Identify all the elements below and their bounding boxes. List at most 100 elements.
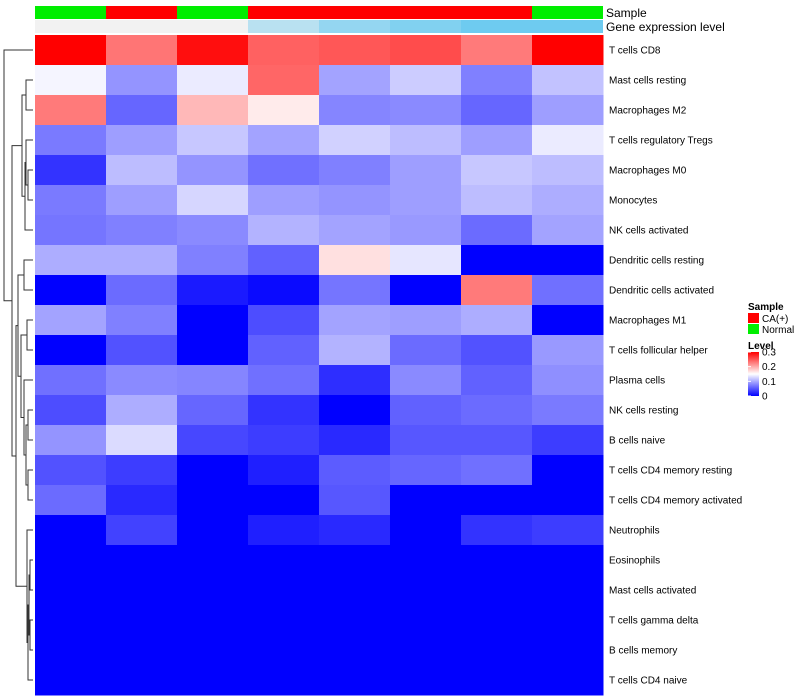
heatmap-cell — [390, 665, 462, 696]
row-label: NK cells resting — [609, 406, 678, 417]
heatmap-cell — [390, 185, 462, 216]
heatmap-cell — [35, 305, 107, 336]
dendrogram-branch — [29, 619, 33, 651]
heatmap-cell — [461, 95, 533, 126]
heatmap-cell — [390, 305, 462, 336]
row-label: Macrophages M2 — [609, 106, 687, 117]
legend-level-title: Level — [748, 341, 774, 352]
row-label: T cells CD4 memory activated — [609, 496, 742, 507]
dendrogram-branch — [29, 559, 33, 591]
heatmap-cell — [177, 635, 249, 666]
row-label: B cells memory — [609, 646, 677, 657]
row-label: B cells naive — [609, 436, 666, 447]
heatmap-cell — [319, 215, 391, 246]
heatmap-cell — [35, 155, 107, 186]
heatmap-cell — [106, 155, 178, 186]
heatmap-cell — [248, 605, 320, 636]
heatmap-cell — [35, 455, 107, 486]
sample-track-label: Sample — [606, 6, 647, 20]
heatmap-cell — [248, 95, 320, 126]
legend-tick-label: 0 — [762, 392, 768, 403]
sample-annotation-cell — [248, 6, 319, 19]
heatmap-cell — [177, 185, 249, 216]
heatmap-cell — [35, 335, 107, 366]
legend-swatch-ca — [748, 313, 759, 323]
heatmap-cell — [35, 575, 107, 606]
heatmap-cell — [106, 125, 178, 156]
heatmap-cell — [461, 365, 533, 396]
heatmap-cell — [390, 425, 462, 456]
heatmap-cell — [177, 455, 249, 486]
gene-expression-track-label: Gene expression level — [606, 20, 725, 34]
heatmap-cell — [35, 665, 107, 696]
heatmap-cell — [35, 605, 107, 636]
sample-annotation-cell — [390, 6, 461, 19]
row-labels: T cells CD8 Mast cells resting Macrophages… — [609, 46, 742, 687]
dendrogram-branch — [3, 49, 33, 302]
heatmap-cell — [319, 575, 391, 606]
row-label: Macrophages M1 — [609, 316, 687, 327]
legend-label-ca: CA(+) — [762, 314, 788, 325]
heatmap-cell — [532, 425, 604, 456]
heatmap-cell — [319, 185, 391, 216]
heatmap-cell — [35, 395, 107, 426]
heatmap-cell — [248, 215, 320, 246]
heatmap-cell — [390, 545, 462, 576]
heatmap-cell — [177, 335, 249, 366]
heatmap-cell — [35, 545, 107, 576]
row-label: T cells regulatory Tregs — [609, 136, 713, 147]
heatmap-cell — [177, 425, 249, 456]
heatmap-cell — [319, 515, 391, 546]
heatmap-cell — [177, 515, 249, 546]
heatmap-cell — [106, 425, 178, 456]
heatmap-cell — [532, 515, 604, 546]
heatmap-cells — [35, 35, 604, 696]
heatmap-cell — [319, 665, 391, 696]
heatmap-cell — [248, 185, 320, 216]
heatmap-cell — [532, 215, 604, 246]
row-label: Eosinophils — [609, 556, 660, 567]
dendrogram-branch — [26, 319, 33, 351]
heatmap-cell — [248, 515, 320, 546]
heatmap-cell — [177, 245, 249, 276]
heatmap-cell — [532, 335, 604, 366]
heatmap-cell — [177, 665, 249, 696]
sample-annotation-cell — [532, 6, 603, 19]
dendrogram-branch — [27, 469, 33, 501]
row-label: Mast cells resting — [609, 76, 686, 87]
heatmap-cell — [461, 635, 533, 666]
legend-label-normal: Normal — [762, 325, 794, 336]
heatmap-cell — [106, 185, 178, 216]
heatmap-cell — [106, 515, 178, 546]
heatmap-cell — [532, 305, 604, 336]
heatmap-cell — [177, 305, 249, 336]
heatmap-cell — [106, 245, 178, 276]
row-label: Dendritic cells activated — [609, 286, 714, 297]
heatmap-cell — [319, 275, 391, 306]
heatmap-cell — [106, 575, 178, 606]
heatmap-cell — [248, 305, 320, 336]
heatmap-cell — [106, 665, 178, 696]
heatmap-cell — [319, 485, 391, 516]
sample-annotation-cell — [35, 6, 106, 19]
row-label: T cells CD4 memory resting — [609, 466, 732, 477]
heatmap-cell — [248, 155, 320, 186]
legend: Sample CA(+) Normal Level 0.3 0.2 0.1 0 — [748, 302, 794, 403]
heatmap-cell — [177, 485, 249, 516]
heatmap-cell — [35, 215, 107, 246]
heatmap-cell — [248, 575, 320, 606]
legend-level-ticks: 0.3 0.2 0.1 0 — [748, 348, 776, 403]
heatmap-cell — [532, 125, 604, 156]
heatmap-cell — [248, 485, 320, 516]
heatmap-cell — [35, 635, 107, 666]
gene-expression-annotation-cell — [248, 20, 319, 33]
heatmap-cell — [248, 35, 320, 66]
heatmap-cell — [35, 245, 107, 276]
heatmap-cell — [461, 665, 533, 696]
heatmap-cell — [177, 95, 249, 126]
row-label: Dendritic cells resting — [609, 256, 704, 267]
heatmap-cell — [532, 185, 604, 216]
heatmap-cell — [177, 65, 249, 96]
row-label: Mast cells activated — [609, 586, 696, 597]
heatmap-cell — [106, 455, 178, 486]
